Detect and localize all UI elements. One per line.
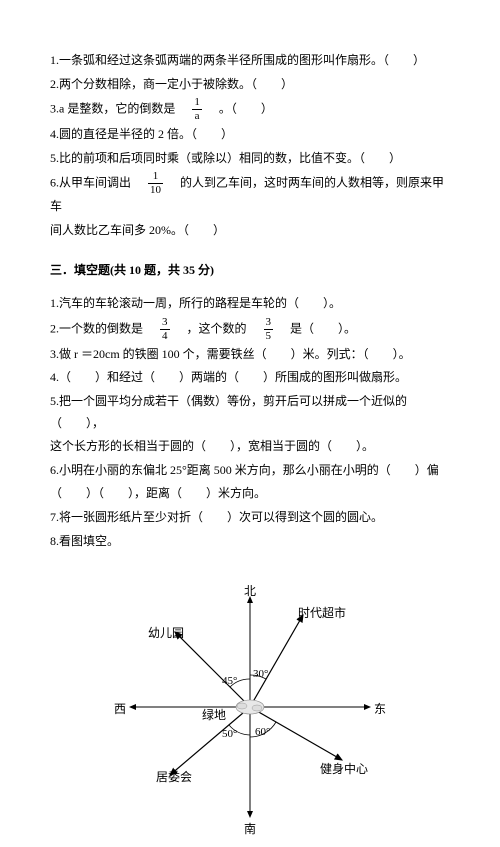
label-committee: 居委会	[156, 767, 192, 789]
frac-den: 4	[160, 330, 170, 342]
frac-num: 3	[160, 317, 170, 330]
label-north: 北	[244, 581, 256, 603]
compass-diagram: 北 南 东 西 幼儿园 时代超市 绿地 居委会 健身中心 45° 30° 50°…	[100, 567, 400, 847]
s2-q5: 5.比的前项和后项同时乘（或除以）相同的数，比值不变。（ ）	[50, 148, 450, 170]
s3-q6-line1: 6.小明在小丽的东偏北 25°距离 500 米方向，那么小丽在小明的（ ）偏	[50, 460, 450, 482]
label-east: 东	[374, 699, 386, 721]
s3-q5-line1: 5.把一个圆平均分成若干（偶数）等份，剪开后可以拼成一个近似的（ ），	[50, 391, 450, 434]
s3-q4: 4.（ ）和经过（ ）两端的（ ）所围成的图形叫做扇形。	[50, 367, 450, 389]
s2-q3-after: 。（ ）	[207, 101, 273, 115]
s3-q7: 7.将一张圆形纸片至少对折（ ）次可以得到这个圆的圆心。	[50, 507, 450, 529]
frac-num: 1	[192, 97, 202, 110]
label-greenland: 绿地	[202, 705, 226, 727]
fraction-3-over-5: 3 5	[264, 317, 274, 342]
label-supermarket: 时代超市	[298, 603, 346, 625]
fraction-3-over-4: 3 4	[160, 317, 170, 342]
angle-60: 60°	[255, 723, 270, 743]
s2-q6-before: 6.从甲车间调出	[50, 176, 143, 190]
label-kindergarten: 幼儿园	[148, 623, 184, 645]
s3-q3: 3.做 r ＝20cm 的铁圈 100 个，需要铁丝（ ）米。列式：（ ）。	[50, 344, 450, 366]
s3-q8: 8.看图填空。	[50, 531, 450, 553]
angle-50: 50°	[222, 725, 237, 745]
angle-30: 30°	[253, 665, 268, 685]
frac-den: a	[192, 110, 202, 122]
s2-q6-line2: 间人数比乙车间多 20%。（ ）	[50, 220, 450, 242]
s2-q3-before: 3.a 是整数，它的倒数是	[50, 101, 187, 115]
fraction-1-over-10: 1 10	[148, 171, 163, 196]
s2-q3: 3.a 是整数，它的倒数是 1 a 。（ ）	[50, 97, 450, 122]
s2-q6-line1: 6.从甲车间调出 1 10 的人到乙车间，这时两车间的人数相等，则原来甲车	[50, 171, 450, 218]
s2-q1: 1.一条弧和经过这条弧两端的两条半径所围成的图形叫作扇形。（ ）	[50, 50, 450, 72]
label-south: 南	[244, 819, 256, 841]
compass-svg	[100, 567, 400, 847]
frac-num: 3	[264, 317, 274, 330]
s2-q2: 2.两个分数相除，商一定小于被除数。（ ）	[50, 74, 450, 96]
frac-den: 10	[148, 184, 163, 196]
s2-q4: 4.圆的直径是半径的 2 倍。（ ）	[50, 124, 450, 146]
s3-q2-before: 2.一个数的倒数是	[50, 321, 155, 335]
frac-den: 5	[264, 330, 274, 342]
label-fitness: 健身中心	[320, 759, 368, 781]
s3-q6-line2: （ ）（ ），距离（ ）米方向。	[50, 483, 450, 505]
s3-q2-after: 是（ ）。	[278, 321, 356, 335]
section3-title: 三．填空题(共 10 题，共 35 分)	[50, 260, 450, 282]
angle-45: 45°	[222, 672, 237, 692]
s3-q5-line2: 这个长方形的长相当于圆的（ ），宽相当于圆的（ ）。	[50, 436, 450, 458]
s3-q1: 1.汽车的车轮滚动一周，所行的路程是车轮的（ ）。	[50, 293, 450, 315]
s3-q2: 2.一个数的倒数是 3 4 ，这个数的 3 5 是（ ）。	[50, 317, 450, 342]
fraction-1-over-a: 1 a	[192, 97, 202, 122]
s3-q2-mid: ，这个数的	[175, 321, 259, 335]
frac-num: 1	[148, 171, 163, 184]
label-west: 西	[114, 699, 126, 721]
